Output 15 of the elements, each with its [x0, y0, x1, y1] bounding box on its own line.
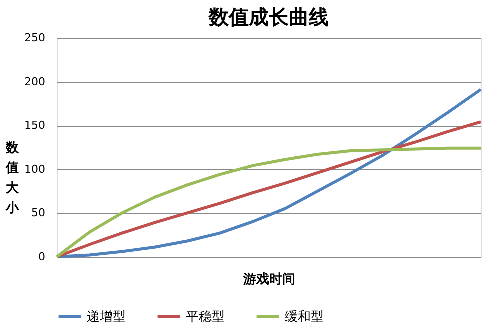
legend-label: 缓和型	[285, 310, 324, 325]
y-tick-label: 100	[24, 162, 46, 176]
legend-label: 平稳型	[186, 310, 225, 325]
y-tick-label: 200	[24, 75, 46, 88]
y-tick-label: 250	[24, 32, 46, 44]
y-tick-label: 50	[32, 206, 46, 220]
line-series	[56, 120, 482, 258]
chart-title: 数值成长曲线	[208, 5, 329, 29]
x-axis-title: 游戏时间	[242, 272, 296, 288]
line-series	[56, 146, 482, 258]
y-tick-label: 0	[38, 250, 46, 264]
line-series	[56, 88, 482, 258]
y-axis-title: 数值大小	[5, 141, 20, 216]
legend-label: 递增型	[87, 310, 126, 325]
y-tick-label: 150	[24, 119, 46, 132]
